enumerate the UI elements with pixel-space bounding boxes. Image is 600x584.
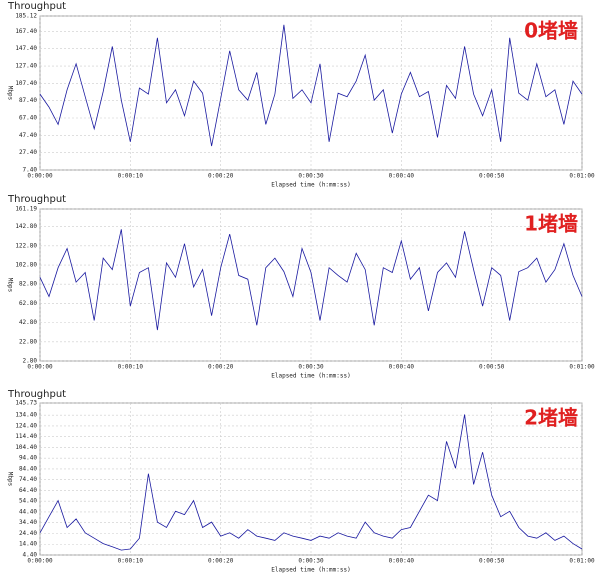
y-tick-label: 124.40 (15, 422, 37, 429)
y-tick-label: 7.40 (23, 167, 38, 174)
x-tick-label: 0:00:10 (118, 364, 144, 371)
x-tick-label: 0:00:20 (208, 173, 234, 180)
y-tick-label: 104.40 (15, 444, 37, 451)
x-axis-label: Elapsed time (h:mm:ss) (271, 182, 350, 189)
y-tick-label: 87.40 (19, 97, 37, 104)
y-tick-label: 74.40 (19, 476, 37, 483)
x-tick-label: 0:00:10 (118, 173, 144, 180)
x-tick-label: 0:00:30 (298, 364, 324, 371)
x-tick-label: 0:00:10 (118, 558, 144, 565)
y-tick-label: 134.40 (15, 412, 37, 419)
y-tick-label: 14.40 (19, 541, 37, 548)
x-tick-label: 0:00:30 (298, 558, 324, 565)
annotation: 0堵墙 (524, 19, 578, 43)
x-axis-label: Elapsed time (h:mm:ss) (271, 567, 350, 574)
y-axis-label: Mbps (7, 472, 14, 487)
chart-panel: Throughput Mbps 2.80 22.80 42.80 62.80 82.80 10… (7, 194, 596, 380)
y-tick-label: 54.40 (19, 498, 37, 505)
y-tick-label: 42.80 (19, 319, 37, 326)
y-tick-label: 185.12 (15, 13, 37, 20)
y-tick-label: 161.19 (15, 206, 37, 213)
y-tick-label: 27.40 (19, 149, 37, 156)
y-tick-label: 62.80 (19, 300, 37, 307)
y-axis-label: Mbps (7, 278, 14, 293)
x-tick-label: 0:01:00 (569, 173, 595, 180)
chart-title: Throughput (7, 389, 66, 400)
y-tick-label: 34.40 (19, 519, 37, 526)
y-tick-label: 82.80 (19, 281, 37, 288)
x-tick-label: 0:00:50 (479, 173, 505, 180)
y-tick-label: 167.40 (15, 28, 37, 35)
chart-title: Throughput (7, 194, 66, 205)
y-tick-label: 127.40 (15, 63, 37, 70)
y-tick-label: 114.40 (15, 433, 37, 440)
annotation: 2堵墙 (524, 406, 578, 430)
x-tick-label: 0:00:00 (27, 558, 53, 565)
y-tick-label: 147.40 (15, 45, 37, 52)
x-axis-label: Elapsed time (h:mm:ss) (271, 373, 350, 380)
y-tick-label: 102.80 (15, 262, 37, 269)
x-tick-label: 0:00:20 (208, 558, 234, 565)
x-tick-label: 0:00:50 (479, 558, 505, 565)
chart-panel: Throughput Mbps 7.40 27.40 47.40 67.40 87.40 10… (7, 1, 596, 189)
y-axis-label: Mbps (7, 86, 14, 101)
annotation: 1堵墙 (524, 212, 578, 236)
y-tick-label: 142.80 (15, 223, 37, 230)
y-tick-label: 47.40 (19, 132, 37, 139)
x-tick-label: 0:01:00 (569, 364, 595, 371)
y-tick-label: 44.40 (19, 508, 37, 515)
throughput-line (39, 229, 583, 331)
x-tick-label: 0:01:00 (569, 558, 595, 565)
y-tick-label: 145.73 (15, 400, 37, 407)
x-tick-label: 0:00:00 (27, 364, 53, 371)
y-tick-label: 22.80 (19, 338, 37, 345)
y-tick-label: 84.40 (19, 465, 37, 472)
y-tick-label: 94.40 (19, 455, 37, 462)
y-tick-label: 2.80 (23, 358, 38, 365)
x-tick-label: 0:00:40 (389, 173, 415, 180)
chart-panel: Throughput Mbps 4.40 14.40 24.40 34.40 44.40 54… (7, 389, 596, 574)
throughput-line (39, 414, 583, 551)
x-tick-label: 0:00:00 (27, 173, 53, 180)
y-tick-label: 24.40 (19, 530, 37, 537)
x-tick-label: 0:00:20 (208, 364, 234, 371)
y-tick-label: 107.40 (15, 80, 37, 87)
y-tick-label: 64.40 (19, 487, 37, 494)
throughput-line (39, 24, 583, 147)
chart-title: Throughput (7, 1, 66, 12)
y-tick-label: 4.40 (23, 552, 38, 559)
x-tick-label: 0:00:40 (389, 364, 415, 371)
y-tick-label: 122.80 (15, 242, 37, 249)
y-tick-label: 67.40 (19, 115, 37, 122)
x-tick-label: 0:00:30 (298, 173, 324, 180)
x-tick-label: 0:00:50 (479, 364, 505, 371)
x-tick-label: 0:00:40 (389, 558, 415, 565)
